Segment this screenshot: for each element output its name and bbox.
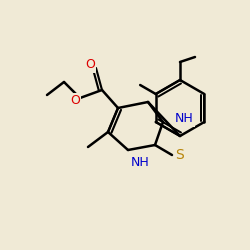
Text: S: S [176,148,184,162]
Text: NH: NH [175,112,194,126]
Text: NH: NH [131,156,150,168]
Text: O: O [85,58,95,71]
Text: O: O [70,94,80,106]
